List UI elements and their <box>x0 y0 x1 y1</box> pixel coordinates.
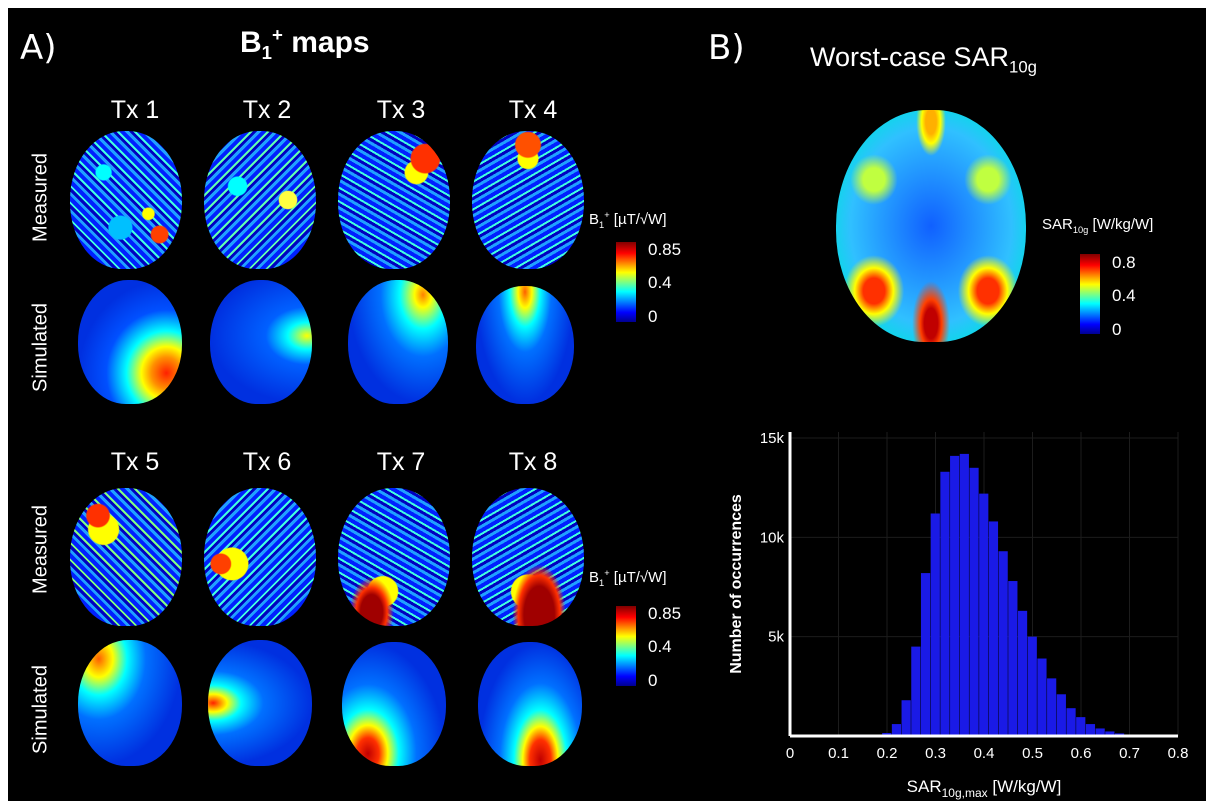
histogram-bar <box>1105 731 1115 736</box>
x-tick-label: 0.1 <box>828 745 849 762</box>
histogram-chart: 0 0.1 0.2 0.3 0.4 0.5 0.6 0.7 0.8 5k 10k 15k Number… <box>728 430 1189 800</box>
measured-map-tx2 <box>204 131 316 269</box>
histogram-bar <box>998 551 1008 736</box>
y-tick-label: 5k <box>768 629 784 646</box>
histogram-bar <box>988 521 999 736</box>
row-label-simulated: Simulated <box>29 665 52 754</box>
simulated-map-tx1 <box>78 280 182 404</box>
measured-map-tx3 <box>338 131 450 269</box>
simulated-map-tx8 <box>478 642 582 766</box>
y-tick-label: 15k <box>760 430 785 447</box>
histogram-bar <box>940 471 950 736</box>
colorbar-tick: 0.85 <box>648 604 682 623</box>
histogram-bar <box>979 493 989 736</box>
histogram-bar <box>1047 678 1057 736</box>
measured-map-tx7 <box>338 488 450 626</box>
x-axis-label: SAR10g,max [W/kg/W] <box>907 777 1062 800</box>
measured-map-tx6 <box>204 488 316 626</box>
y-tick-label: 10k <box>760 529 785 546</box>
simulated-map-tx4 <box>476 286 574 404</box>
row-label-measured: Measured <box>29 505 52 594</box>
tx-label: Tx 2 <box>242 96 292 124</box>
histogram-bar <box>1017 610 1028 736</box>
histogram-bar <box>1037 658 1047 736</box>
measured-map-tx1 <box>70 131 182 269</box>
simulated-map-tx5 <box>78 640 182 766</box>
histogram-bars <box>882 453 1154 736</box>
sar-colorbar-tick: 0 <box>1112 320 1122 339</box>
sar-colorbar-title: SAR10g [W/kg/W] <box>1042 216 1154 235</box>
simulated-map-tx6 <box>208 640 312 766</box>
colorbar-gradient <box>616 242 636 322</box>
tx-label: Tx 7 <box>376 448 426 476</box>
figure-canvas: A) B1+ maps Tx 1 Tx 2 Tx 3 Tx 4 Measured… <box>8 8 1206 801</box>
histogram-bar <box>1066 708 1076 736</box>
measured-map-tx5 <box>70 488 182 626</box>
x-tick-label: 0.6 <box>1071 745 1092 762</box>
panel-b-label: B) <box>708 28 745 68</box>
tx-label: Tx 1 <box>110 96 160 124</box>
tx-label: Tx 6 <box>242 448 292 476</box>
colorbar-tick: 0 <box>648 307 658 326</box>
measured-map-tx8 <box>472 488 584 626</box>
colorbar-title: B1+ [µT/√W] <box>589 210 667 230</box>
histogram-bar <box>1085 724 1096 736</box>
histogram-bar <box>1027 636 1037 736</box>
colorbar-gradient <box>616 606 636 686</box>
x-tick-label: 0.4 <box>974 745 995 762</box>
tx-label: Tx 8 <box>508 448 558 476</box>
row-label-simulated: Simulated <box>29 303 52 392</box>
histogram-bar <box>911 646 921 736</box>
panel-b-title: Worst-case SAR10g <box>810 42 1037 77</box>
histogram-bar <box>969 467 979 736</box>
histogram-bar <box>901 700 911 736</box>
panel-a-label: A) <box>20 28 57 68</box>
row-label-measured: Measured <box>29 153 52 242</box>
tx-label: Tx 3 <box>376 96 426 124</box>
histogram-bar <box>1008 581 1018 736</box>
histogram-bar <box>1076 717 1086 736</box>
histogram-bar <box>891 724 902 736</box>
sar-colorbar-tick: 0.8 <box>1112 253 1136 272</box>
colorbar-tick: 0.85 <box>648 240 682 259</box>
histogram-bar <box>920 573 931 736</box>
histogram-bar <box>930 513 940 736</box>
tx-label: Tx 5 <box>110 448 160 476</box>
sar-colorbar-gradient <box>1080 254 1100 334</box>
sar-colorbar-tick: 0.4 <box>1112 286 1136 305</box>
histogram-bar <box>1056 694 1066 736</box>
measured-map-tx4 <box>472 131 584 269</box>
worst-case-sar-map <box>836 110 1026 342</box>
histogram-bar <box>1095 728 1105 736</box>
histogram-bar <box>950 455 960 736</box>
colorbar-tick: 0.4 <box>648 637 672 656</box>
colorbar-tick: 0 <box>648 671 658 690</box>
colorbar-tick: 0.4 <box>648 273 672 292</box>
simulated-map-tx7 <box>342 642 446 766</box>
colorbar-title: B1+ [µT/√W] <box>589 568 667 588</box>
panel-a-title: B1+ maps <box>240 24 370 63</box>
x-tick-label: 0.8 <box>1168 745 1189 762</box>
histogram-bar <box>959 453 969 736</box>
x-tick-label: 0 <box>786 745 794 762</box>
simulated-map-tx3 <box>348 280 448 404</box>
x-tick-label: 0.7 <box>1119 745 1140 762</box>
y-axis-label: Number of occurrences <box>728 494 745 674</box>
histogram-ticks: 0 0.1 0.2 0.3 0.4 0.5 0.6 0.7 0.8 5k 10k 15k <box>760 430 1189 762</box>
tx-label: Tx 4 <box>508 96 558 124</box>
x-tick-label: 0.3 <box>925 745 946 762</box>
x-tick-label: 0.2 <box>877 745 898 762</box>
simulated-map-tx2 <box>210 280 312 404</box>
x-tick-label: 0.5 <box>1022 745 1043 762</box>
